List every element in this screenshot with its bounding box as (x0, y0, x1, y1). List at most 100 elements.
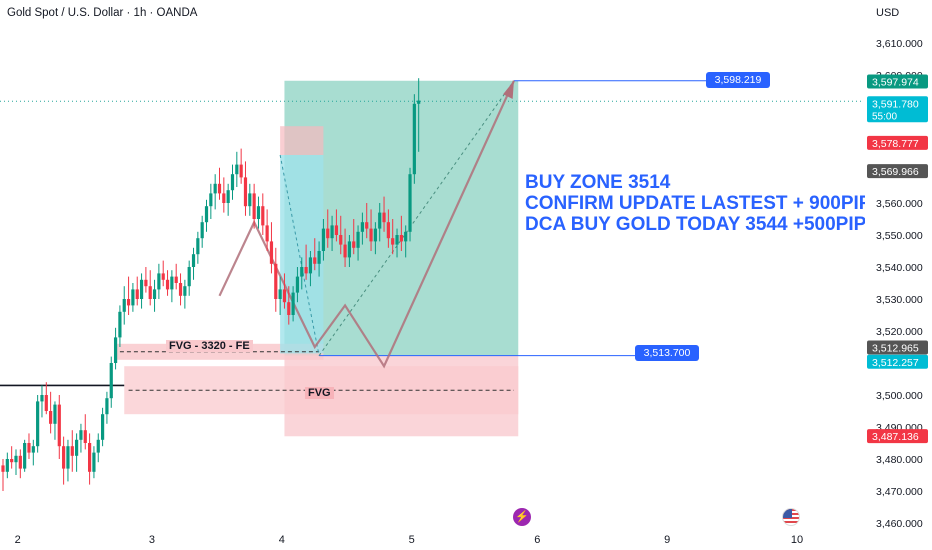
lightning-event-icon[interactable]: ⚡ (513, 508, 531, 526)
candle-body (53, 404, 57, 424)
price-badge-label: 3,512.257 (872, 357, 919, 369)
target-price-label[interactable]: 3,598.219 (706, 72, 770, 88)
y-tick-label: 3,470.000 (876, 486, 923, 498)
candle-body (404, 231, 408, 242)
candle-body (300, 267, 304, 277)
candle-body (408, 174, 412, 232)
y-tick-label: 3,550.000 (876, 230, 923, 242)
candle-body (282, 289, 287, 303)
candle-body (36, 401, 40, 447)
candle-body (395, 235, 399, 245)
entry-price-label[interactable]: 3,513.700 (635, 345, 699, 361)
candle-body (165, 279, 170, 290)
time-axis-layer: 2 3 4 5 6 9 10 (15, 534, 804, 546)
candle-body (75, 439, 79, 456)
price-badge (867, 164, 928, 179)
candle-body (386, 222, 390, 239)
price-badge (867, 74, 928, 89)
projection-diagonal (318, 80, 515, 356)
candle-body (178, 283, 183, 296)
x-tick-label: 3 (149, 534, 155, 546)
candle-body (295, 276, 300, 293)
candle-body (352, 241, 356, 248)
candle-body (170, 276, 174, 290)
currency-label[interactable]: USD (876, 7, 900, 19)
candle-body (313, 257, 317, 264)
candle-body (304, 267, 308, 274)
candle-body (213, 183, 217, 194)
candle-body (139, 279, 144, 299)
chart-title: Gold Spot / U.S. Dollar · 1h · OANDA (7, 7, 198, 19)
fvg-lower-label: FVG (305, 387, 334, 399)
candle-body (157, 273, 161, 290)
candle-body (1, 465, 5, 472)
candle-body (18, 455, 22, 469)
price-axis-layer: 3,460.0003,470.0003,480.0003,490.0003,50… (867, 38, 928, 530)
candle-body (278, 289, 282, 299)
us-flag-icon[interactable] (782, 508, 800, 526)
zones-layer (115, 80, 519, 437)
price-badge-label: 3,569.966 (872, 166, 919, 178)
y-tick-label: 3,540.000 (876, 262, 923, 274)
candle-body (356, 231, 360, 248)
small-target-zone (280, 155, 324, 354)
y-tick-label: 3,480.000 (876, 454, 923, 466)
candle-body (217, 183, 222, 194)
candle-body (196, 238, 200, 255)
y-tick-label: 3,460.000 (876, 518, 923, 530)
candle-body (144, 279, 148, 287)
candle-body (148, 286, 152, 299)
x-tick-label: 10 (791, 534, 803, 546)
candle-body (417, 100, 421, 104)
price-badge-label: 3,512.965 (872, 343, 919, 355)
x-tick-label: 5 (409, 534, 415, 546)
candle-body (373, 228, 377, 242)
candle-body (88, 443, 92, 472)
price-badge-label: 3,578.777 (872, 138, 919, 150)
small-stop-zone (280, 126, 324, 155)
candle-body (339, 235, 343, 245)
candle-body (243, 177, 248, 207)
x-tick-label: 4 (279, 534, 285, 546)
candle-body (252, 193, 256, 219)
candle-body (256, 206, 261, 219)
candle-body (230, 174, 235, 191)
y-tick-label: 3,520.000 (876, 326, 923, 338)
candle-body (118, 311, 122, 338)
candle-body (347, 241, 351, 258)
candle-body (49, 411, 53, 424)
candle-body (27, 443, 31, 453)
candle-body (248, 193, 252, 207)
candle-body (239, 164, 243, 178)
candle-body (183, 286, 187, 296)
candle-body (152, 289, 157, 299)
price-badge (867, 429, 928, 444)
candle-body (44, 395, 48, 411)
candle-body (291, 292, 295, 315)
projection-diagonal-small (279, 154, 320, 356)
candle-body (412, 103, 416, 175)
candle-body (235, 164, 239, 175)
candle-body (83, 430, 87, 443)
zigzag-path (218, 80, 515, 369)
candle-body (365, 222, 369, 229)
candle-body (222, 193, 226, 203)
candle-body (321, 228, 326, 251)
candle-body (187, 267, 191, 287)
promo-line-3: DCA BUY GOLD TODAY 3544 +500PIPS (525, 214, 865, 235)
candle-body (109, 363, 113, 399)
candle-body (92, 452, 96, 472)
candle-body (122, 299, 126, 312)
fvg-upper-label: FVG - 3320 - FE (166, 340, 253, 352)
candle-body (23, 443, 27, 469)
candle-body (161, 273, 165, 280)
candle-body (308, 257, 313, 274)
price-badge-label: 3,591.780 (872, 98, 919, 110)
candle-body (96, 439, 100, 453)
candle-body (287, 302, 291, 315)
y-tick-label: 3,560.000 (876, 198, 923, 210)
candle-body (31, 446, 35, 453)
candle-body (79, 430, 83, 440)
candle-body (209, 193, 213, 207)
